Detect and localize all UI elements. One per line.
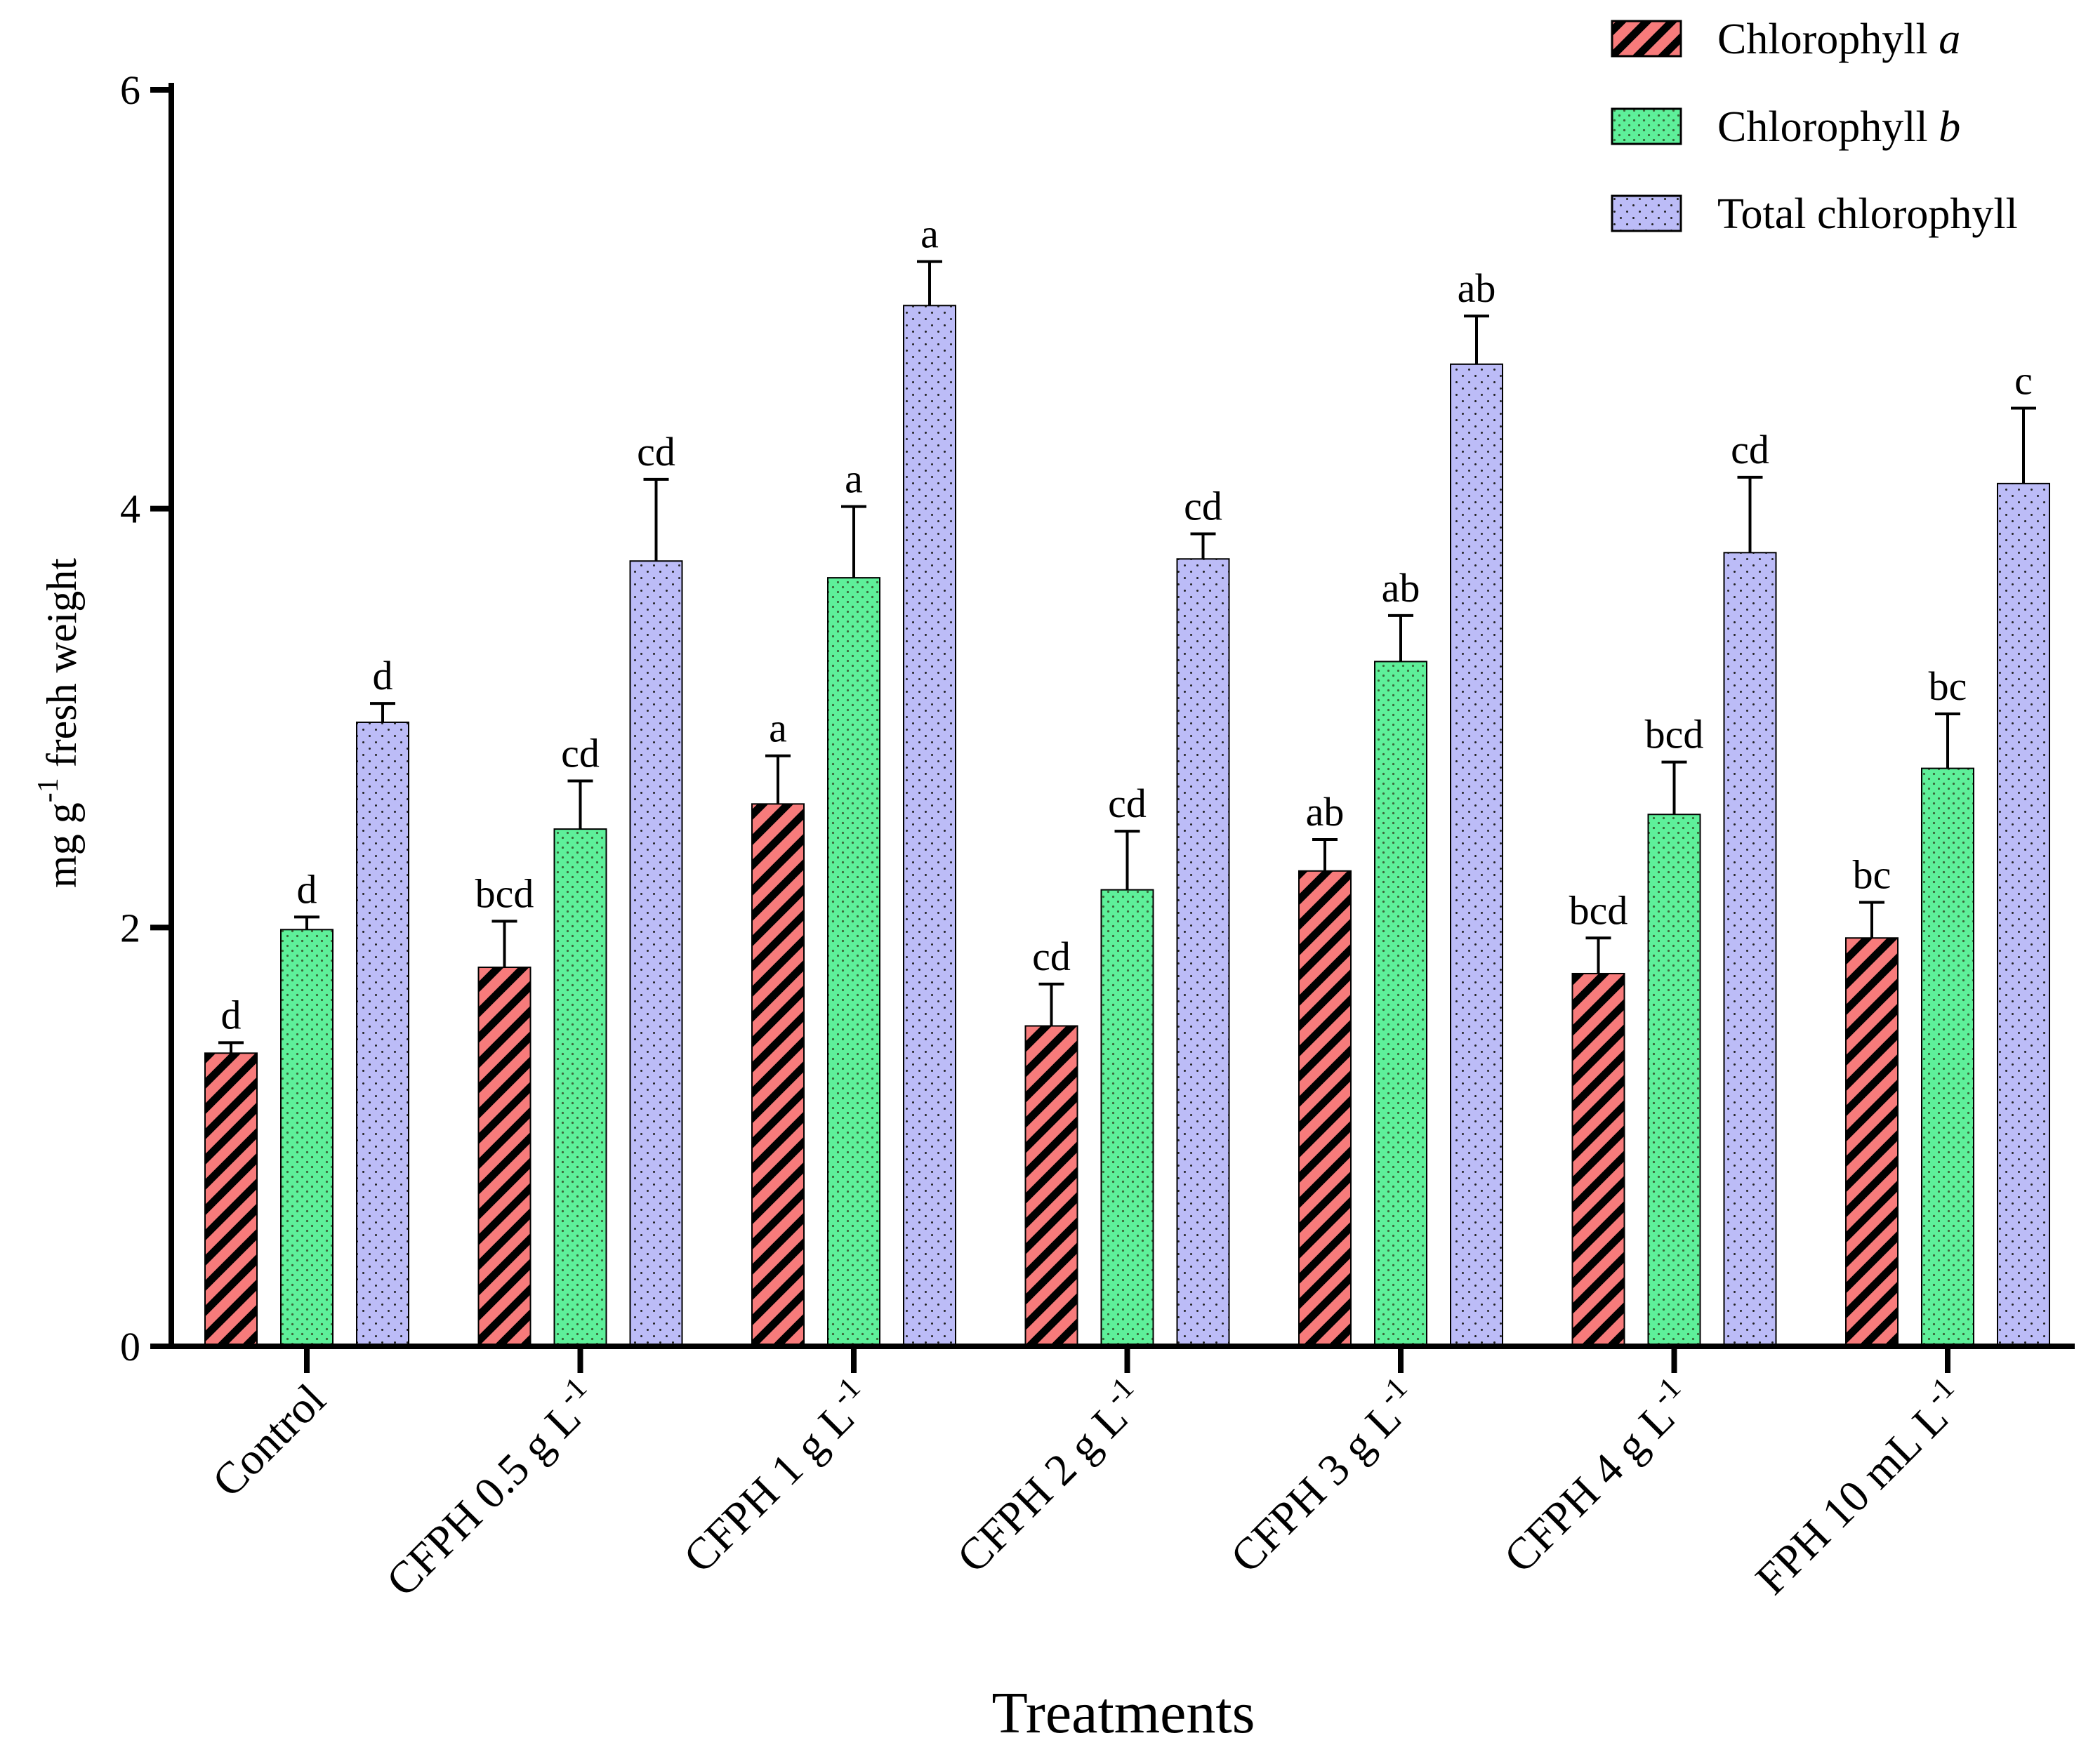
significance-letter: d (373, 653, 393, 698)
bar-series-2 (827, 577, 880, 1347)
legend-label-chlorophyll-b: Chlorophyll b (1717, 103, 1960, 151)
legend-label-chlorophyll-a: Chlorophyll a (1717, 15, 1960, 63)
significance-letter: a (920, 211, 939, 257)
y-tick-label: 0 (120, 1324, 140, 1370)
legend-label-total-chlorophyll: Total chlorophyll (1717, 190, 2018, 238)
bar-series-3 (1176, 558, 1230, 1347)
bar-series-1 (477, 967, 531, 1348)
significance-letter: d (221, 992, 242, 1037)
bar-series-2 (1374, 661, 1427, 1347)
y-ticks-layer: 0 2 4 6 (120, 67, 171, 1370)
bar-series-1 (1024, 1025, 1078, 1348)
bar-series-1 (1845, 937, 1899, 1347)
bar-series-2 (553, 828, 607, 1348)
x-tick-label: Control (202, 1374, 334, 1506)
legend-item-total-chlorophyll: Total chlorophyll (1611, 190, 2018, 238)
significance-letters-layer: d d d bcd cd cd a a a cd cd cd ab ab ab bcd bcd cd bc bc c (221, 211, 2033, 1038)
legend-swatch-chlorophyll-b (1611, 107, 1682, 145)
bar-series-2 (1100, 889, 1154, 1347)
bar-series-3 (1723, 552, 1777, 1347)
x-axis-label: Treatments (992, 1680, 1255, 1746)
significance-letter: ab (1382, 565, 1420, 611)
significance-letter: bc (1929, 663, 1967, 709)
significance-letter: cd (637, 429, 675, 475)
significance-letter: bc (1853, 852, 1891, 898)
legend-item-chlorophyll-a: Chlorophyll a (1611, 15, 1960, 63)
y-tick-label: 4 (120, 486, 140, 532)
bar-series-2 (280, 929, 334, 1347)
x-tick-label: CFPH 1 g L-1 (670, 1370, 882, 1582)
y-tick-label: 6 (120, 67, 140, 113)
x-tick-label: CFPH 4 g L-1 (1491, 1370, 1703, 1582)
bar-series-3 (1997, 482, 2050, 1347)
significance-letter: a (845, 456, 863, 502)
significance-letter: bcd (1569, 887, 1628, 933)
bar-series-3 (903, 305, 956, 1347)
significance-letter: bcd (475, 870, 534, 916)
bar-series-2 (1647, 814, 1701, 1347)
bars-layer (204, 305, 2050, 1348)
legend-swatch-chlorophyll-a (1611, 20, 1682, 58)
y-axis-label: mg g-1 fresh weight (32, 558, 85, 888)
legend: Chlorophyll a Chlorophyll b Total chloro… (1611, 15, 2018, 238)
error-bars-layer (218, 260, 2036, 1054)
y-tick-label: 2 (120, 905, 140, 950)
bar-series-2 (1921, 767, 1974, 1347)
significance-letter: cd (1184, 483, 1222, 529)
bar-series-1 (1571, 972, 1625, 1347)
bar-series-1 (1298, 870, 1352, 1347)
legend-item-chlorophyll-b: Chlorophyll b (1611, 103, 1960, 151)
x-tick-label: CFPH 3 g L-1 (1217, 1370, 1429, 1582)
significance-letter: bcd (1645, 712, 1704, 757)
bar-series-3 (356, 721, 409, 1347)
bar-series-3 (1450, 363, 1503, 1347)
bar-series-1 (204, 1052, 258, 1348)
significance-letter: cd (1032, 934, 1071, 979)
significance-letter: cd (561, 731, 600, 776)
significance-letter: d (297, 866, 317, 912)
bar-series-3 (629, 560, 683, 1347)
significance-letter: a (769, 705, 787, 751)
significance-letter: ab (1458, 265, 1496, 311)
x-tick-label: CFPH 2 g L-1 (944, 1370, 1156, 1582)
x-ticks-layer: Control CFPH 0.5 g L-1 CFPH 1 g L-1 CFPH 2 … (202, 1346, 1976, 1606)
significance-letter: c (2014, 357, 2033, 403)
x-tick-label: FPH 10 mL L-1 (1742, 1370, 1976, 1604)
x-tick-label: CFPH 0.5 g L-1 (373, 1370, 609, 1606)
legend-swatch-total-chlorophyll (1611, 194, 1682, 232)
significance-letter: ab (1306, 789, 1345, 835)
significance-letter: cd (1731, 427, 1769, 472)
bar-series-1 (751, 803, 805, 1347)
significance-letter: cd (1108, 781, 1147, 826)
